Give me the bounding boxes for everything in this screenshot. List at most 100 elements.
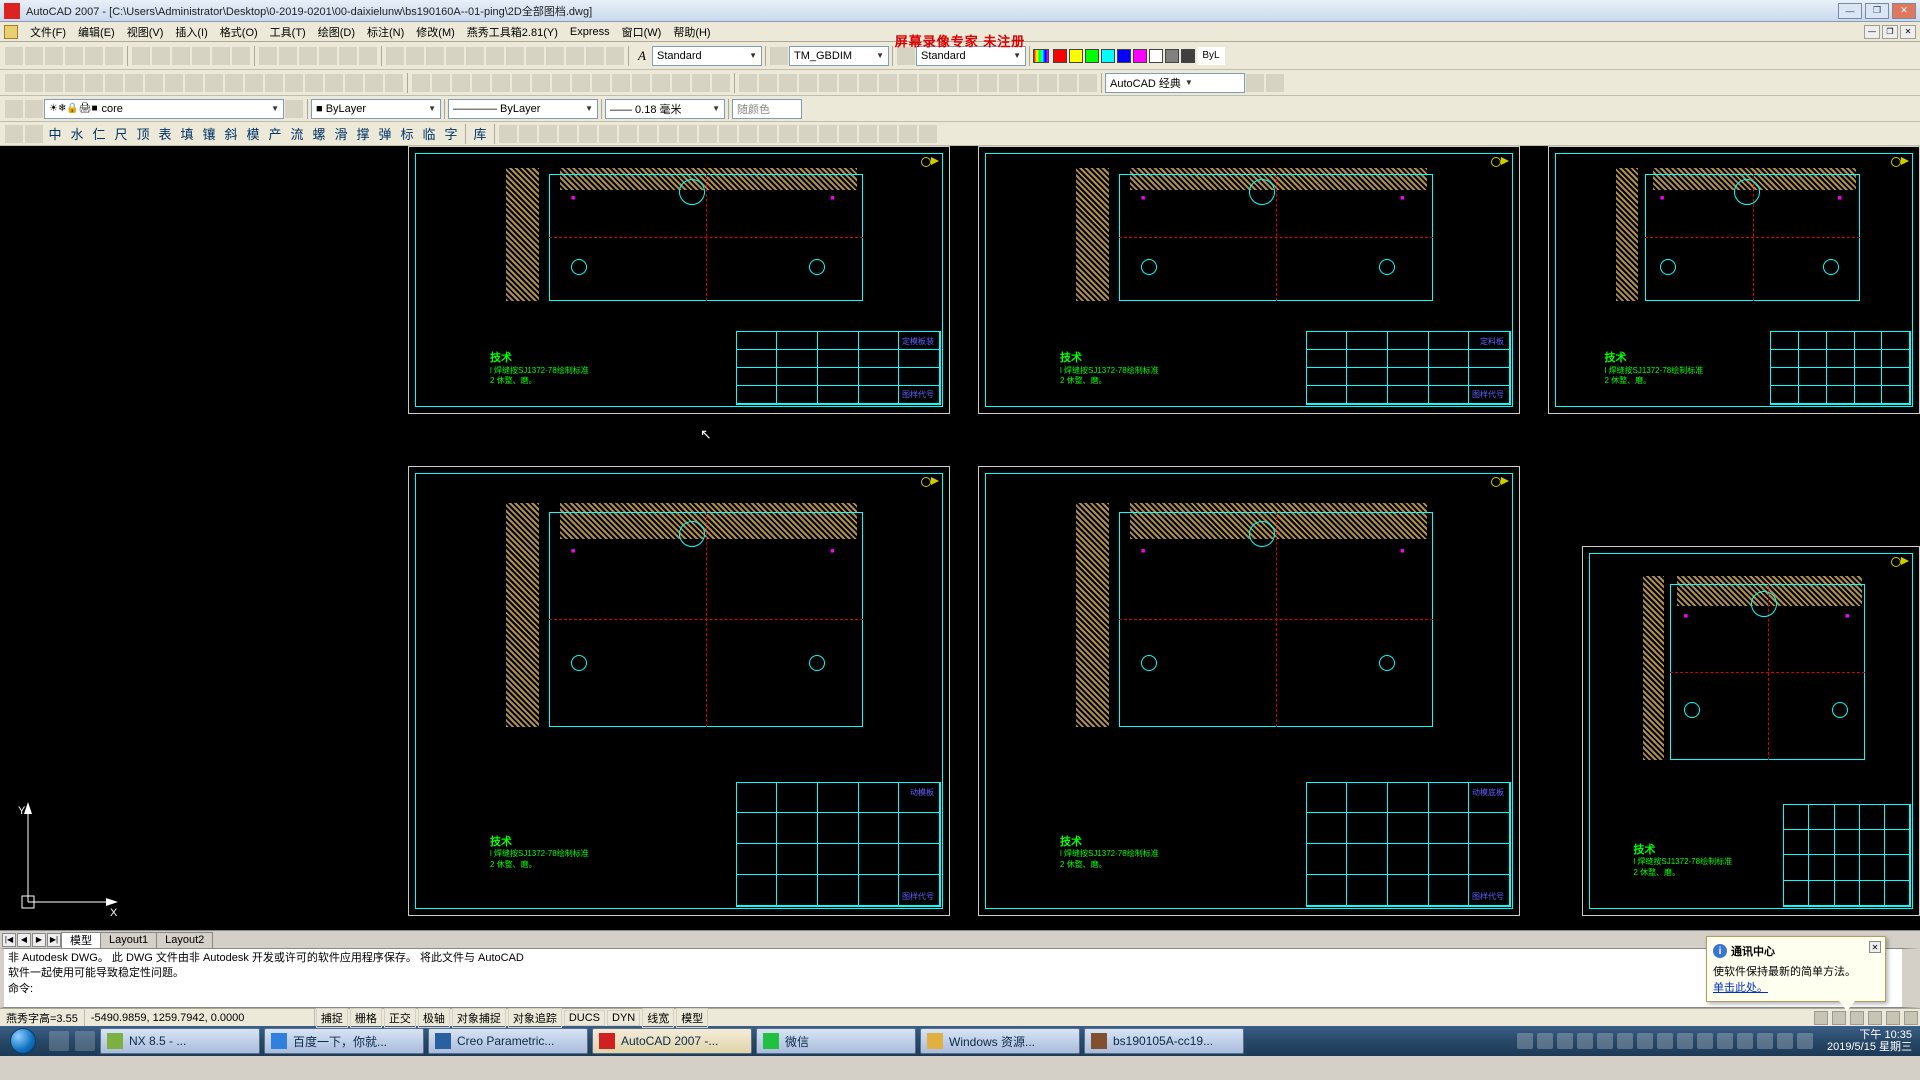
menu-item[interactable]: 插入(I) [169, 22, 213, 42]
tray-icon[interactable] [1537, 1033, 1553, 1049]
dim-tool-button[interactable] [1079, 74, 1097, 92]
misc-tool-button[interactable] [386, 47, 404, 65]
misc-tool-button[interactable] [406, 47, 424, 65]
yanxiu-char-button[interactable]: 镶 [199, 124, 219, 144]
layout-nav-button[interactable]: |◀ [2, 933, 16, 947]
dim-tool-button[interactable] [1059, 74, 1077, 92]
command-prompt[interactable]: 命令: [8, 982, 1898, 997]
yanxiu-tool-button[interactable] [719, 125, 737, 143]
dim-tool-button[interactable] [1019, 74, 1037, 92]
tray-icon[interactable] [1737, 1033, 1753, 1049]
textstyle-combo[interactable]: Standard▼ [652, 46, 762, 66]
draw-tool-button[interactable] [165, 74, 183, 92]
yanxiu-tool-button[interactable] [659, 125, 677, 143]
dim-tool-button[interactable] [799, 74, 817, 92]
quicklaunch-button[interactable] [49, 1031, 69, 1051]
draw-tool-button[interactable] [225, 74, 243, 92]
menu-item[interactable]: 燕秀工具箱2.81(Y) [461, 22, 564, 42]
color-swatch[interactable] [1133, 49, 1147, 63]
yanxiu-char-button[interactable]: 填 [177, 124, 197, 144]
dim-icon[interactable] [770, 47, 788, 65]
color-swatch[interactable] [1085, 49, 1099, 63]
modify-tool-button[interactable] [592, 74, 610, 92]
misc-tool-button[interactable] [606, 47, 624, 65]
view-tool-button[interactable] [359, 47, 377, 65]
menu-item[interactable]: 编辑(E) [72, 22, 121, 42]
taskbar-item[interactable]: bs190105A-cc19... [1084, 1028, 1244, 1054]
draw-tool-button[interactable] [205, 74, 223, 92]
edit-tool-button[interactable] [152, 47, 170, 65]
tray-icon[interactable] [1617, 1033, 1633, 1049]
draw-tool-button[interactable] [5, 74, 23, 92]
draw-tool-button[interactable] [105, 74, 123, 92]
layout-nav-button[interactable]: ▶| [47, 933, 61, 947]
tray-icon[interactable] [1577, 1033, 1593, 1049]
draw-tool-button[interactable] [185, 74, 203, 92]
color-swatch[interactable] [1101, 49, 1115, 63]
yanxiu-tool-button[interactable] [499, 125, 517, 143]
mdi-restore-button[interactable]: ❐ [1882, 25, 1898, 39]
yanxiu-tool-button[interactable] [539, 125, 557, 143]
misc-tool-button[interactable] [586, 47, 604, 65]
status-tray-icon[interactable] [1904, 1011, 1918, 1025]
menu-item[interactable]: 绘图(D) [312, 22, 361, 42]
status-toggle[interactable]: 正交 [384, 1008, 416, 1028]
menu-item[interactable]: 修改(M) [410, 22, 461, 42]
yanxiu-tool-button[interactable] [759, 125, 777, 143]
file-tool-button[interactable] [85, 47, 103, 65]
lineweight-combo[interactable]: —— 0.18 毫米▼ [605, 99, 725, 119]
layer-prev-button[interactable] [285, 100, 303, 118]
color-picker-button[interactable] [1033, 49, 1049, 63]
yanxiu-tool-button[interactable] [639, 125, 657, 143]
yanxiu-tool-button[interactable] [699, 125, 717, 143]
menu-item[interactable]: 窗口(W) [616, 22, 668, 42]
yanxiu-tool-button[interactable] [739, 125, 757, 143]
view-tool-button[interactable] [299, 47, 317, 65]
yanxiu-tool-button[interactable] [879, 125, 897, 143]
edit-tool-button[interactable] [192, 47, 210, 65]
layout-nav-button[interactable]: ▶ [32, 933, 46, 947]
system-tray[interactable] [1511, 1033, 1819, 1049]
dim-tool-button[interactable] [819, 74, 837, 92]
yanxiu-tool-button[interactable] [819, 125, 837, 143]
modify-tool-button[interactable] [652, 74, 670, 92]
modify-tool-button[interactable] [492, 74, 510, 92]
status-toggle[interactable]: 对象追踪 [508, 1008, 562, 1028]
yanxiu-tool-button[interactable] [519, 125, 537, 143]
misc-tool-button[interactable] [546, 47, 564, 65]
misc-tool-button[interactable] [446, 47, 464, 65]
command-scrollbar[interactable] [1904, 949, 1918, 1007]
view-tool-button[interactable] [319, 47, 337, 65]
dim-tool-button[interactable] [859, 74, 877, 92]
a-icon[interactable]: A [633, 47, 651, 65]
workspace-save-button[interactable] [1266, 74, 1284, 92]
status-tray-icon[interactable] [1868, 1011, 1882, 1025]
edit-tool-button[interactable] [232, 47, 250, 65]
workspace-settings-button[interactable] [1246, 74, 1264, 92]
tray-icon[interactable] [1677, 1033, 1693, 1049]
yanxiu-tool-button[interactable] [839, 125, 857, 143]
yanxiu-char-button[interactable]: 临 [419, 124, 439, 144]
draw-tool-button[interactable] [145, 74, 163, 92]
popup-link[interactable]: 单击此处。 [1713, 982, 1768, 994]
dim-tool-button[interactable] [959, 74, 977, 92]
status-tray-icon[interactable] [1850, 1011, 1864, 1025]
yanxiu-tool-button[interactable] [799, 125, 817, 143]
menu-item[interactable]: 工具(T) [264, 22, 312, 42]
drawing-canvas[interactable]: ↖ Y X 定模板装图样代号技术l 焊缝按SJ1372-78绘制标准2 休整、磨… [0, 146, 1920, 930]
yanxiu-char-button[interactable]: 中 [45, 124, 65, 144]
quicklaunch-button[interactable] [75, 1031, 95, 1051]
minimize-button[interactable]: — [1838, 3, 1862, 19]
tray-icon[interactable] [1717, 1033, 1733, 1049]
yanxiu-tool-button[interactable] [779, 125, 797, 143]
tray-icon[interactable] [1637, 1033, 1653, 1049]
misc-tool-button[interactable] [526, 47, 544, 65]
menu-item[interactable]: Express [564, 24, 616, 40]
draw-tool-button[interactable] [45, 74, 63, 92]
modify-tool-button[interactable] [432, 74, 450, 92]
modify-tool-button[interactable] [692, 74, 710, 92]
plotstyle-combo[interactable]: 随颜色 [732, 99, 802, 119]
draw-tool-button[interactable] [285, 74, 303, 92]
status-toggle[interactable]: 栅格 [350, 1008, 382, 1028]
draw-tool-button[interactable] [85, 74, 103, 92]
